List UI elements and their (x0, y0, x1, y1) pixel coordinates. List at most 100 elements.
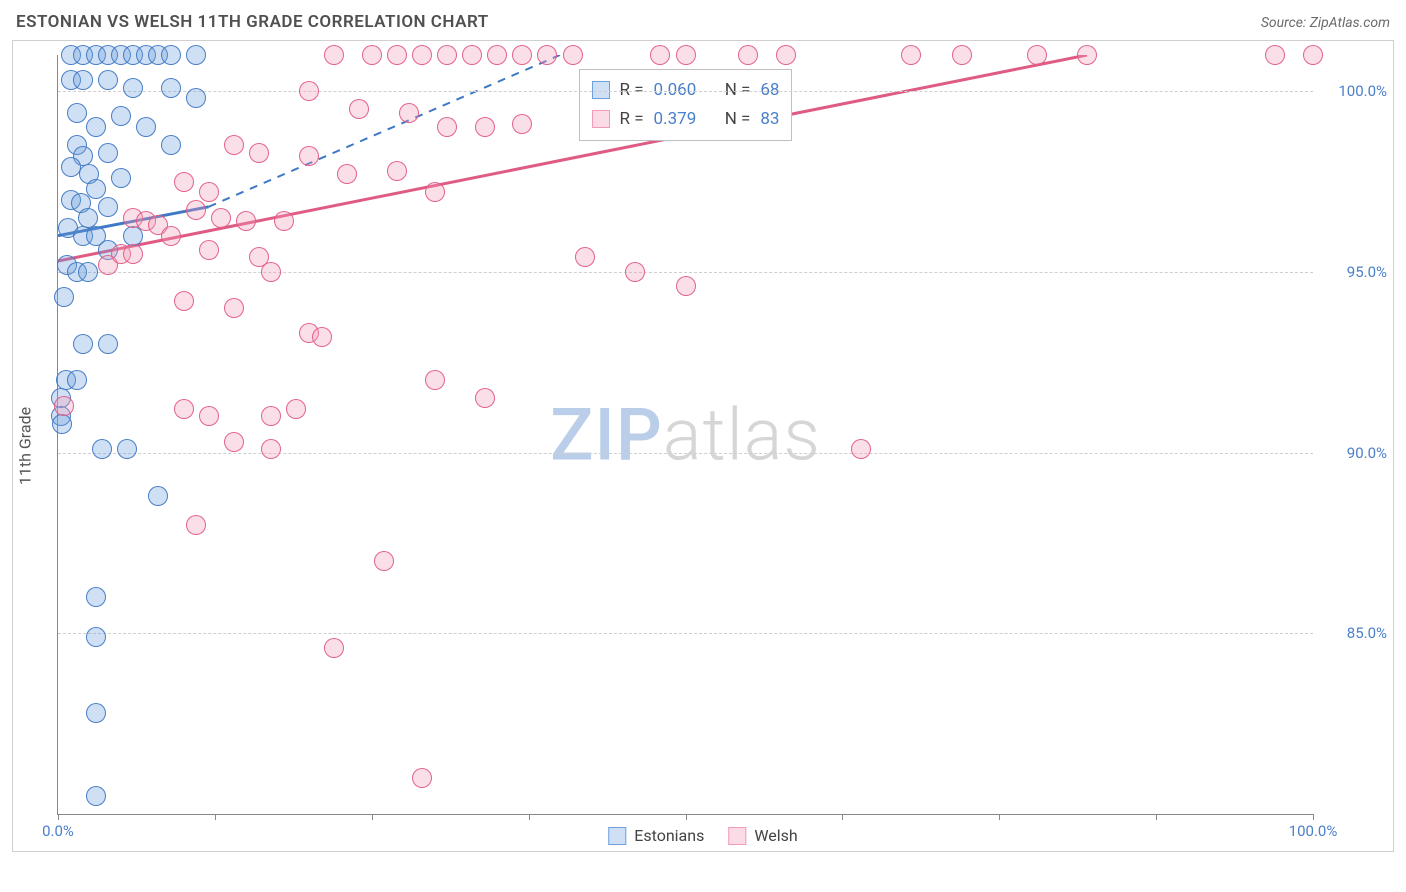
data-point-estonians (98, 197, 118, 217)
data-point-estonians (161, 45, 181, 65)
stats-row: R = 0.379 N = 83 (592, 105, 780, 134)
x-tick (58, 814, 59, 820)
data-point-welsh (412, 45, 432, 65)
data-point-estonians (136, 117, 156, 137)
data-point-estonians (186, 45, 206, 65)
data-point-welsh (462, 45, 482, 65)
data-point-welsh (676, 45, 696, 65)
data-point-welsh (199, 406, 219, 426)
data-point-welsh (199, 182, 219, 202)
data-point-estonians (73, 334, 93, 354)
legend-swatch (592, 110, 610, 128)
data-point-estonians (86, 627, 106, 647)
data-point-welsh (261, 262, 281, 282)
x-tick (1313, 814, 1314, 820)
legend-label: Welsh (754, 826, 797, 845)
data-point-welsh (650, 45, 670, 65)
data-point-estonians (86, 587, 106, 607)
x-tick-label: 100.0% (1289, 822, 1338, 840)
data-point-welsh (224, 432, 244, 452)
stat-r-value: 0.379 (654, 105, 697, 134)
stat-n-value: 83 (760, 105, 779, 134)
x-tick (1156, 814, 1157, 820)
data-point-welsh (174, 291, 194, 311)
data-point-welsh (901, 45, 921, 65)
data-point-welsh (851, 439, 871, 459)
data-point-welsh (412, 768, 432, 788)
data-point-estonians (186, 88, 206, 108)
data-point-estonians (86, 179, 106, 199)
x-tick (686, 814, 687, 820)
source-label: Source: ZipAtlas.com (1261, 15, 1390, 31)
data-point-welsh (425, 370, 445, 390)
grid-line (58, 633, 1313, 634)
plot-area: ZIPatlas R =0.060 N =68R =0.379 N =83 0.… (57, 55, 1313, 815)
data-point-estonians (161, 135, 181, 155)
data-point-welsh (261, 439, 281, 459)
data-point-welsh (575, 247, 595, 267)
data-point-welsh (387, 161, 407, 181)
data-point-welsh (537, 45, 557, 65)
watermark: ZIPatlas (550, 392, 821, 477)
data-point-welsh (299, 146, 319, 166)
watermark-atlas: atlas (663, 392, 821, 477)
data-point-estonians (78, 208, 98, 228)
y-tick-label: 95.0% (1347, 263, 1387, 281)
data-point-welsh (738, 45, 758, 65)
stat-r-label: R = (620, 105, 644, 134)
chart-header: ESTONIAN VS WELSH 11TH GRADE CORRELATION… (12, 12, 1394, 32)
data-point-welsh (174, 172, 194, 192)
data-point-welsh (475, 388, 495, 408)
data-point-welsh (161, 226, 181, 246)
y-tick-label: 85.0% (1347, 624, 1387, 642)
data-point-welsh (625, 262, 645, 282)
x-tick (842, 814, 843, 820)
data-point-welsh (299, 81, 319, 101)
data-point-welsh (349, 99, 369, 119)
data-point-estonians (111, 168, 131, 188)
data-point-welsh (286, 399, 306, 419)
grid-line (58, 91, 1313, 92)
data-point-welsh (1077, 45, 1097, 65)
legend-swatch (608, 827, 626, 845)
data-point-estonians (148, 486, 168, 506)
data-point-welsh (362, 45, 382, 65)
data-point-welsh (186, 515, 206, 535)
data-point-estonians (78, 262, 98, 282)
data-point-welsh (952, 45, 972, 65)
stat-n-label: N = (725, 105, 751, 134)
data-point-welsh (1027, 45, 1047, 65)
data-point-estonians (123, 78, 143, 98)
data-point-estonians (67, 370, 87, 390)
data-point-estonians (86, 117, 106, 137)
data-point-estonians (117, 439, 137, 459)
data-point-welsh (224, 135, 244, 155)
data-point-welsh (236, 211, 256, 231)
bottom-legend: Estonians Welsh (608, 826, 797, 845)
data-point-welsh (399, 103, 419, 123)
data-point-estonians (92, 439, 112, 459)
legend-label: Estonians (634, 826, 704, 845)
data-point-welsh (199, 240, 219, 260)
data-point-welsh (186, 200, 206, 220)
data-point-welsh (123, 244, 143, 264)
data-point-welsh (174, 399, 194, 419)
data-point-welsh (676, 276, 696, 296)
data-point-welsh (512, 45, 532, 65)
data-point-estonians (61, 157, 81, 177)
data-point-welsh (437, 117, 457, 137)
data-point-welsh (54, 396, 74, 416)
data-point-welsh (324, 638, 344, 658)
data-point-welsh (324, 45, 344, 65)
chart-title: ESTONIAN VS WELSH 11TH GRADE CORRELATION… (16, 12, 489, 32)
data-point-welsh (776, 45, 796, 65)
chart-container: 11th Grade ZIPatlas R =0.060 N =68R =0.3… (12, 40, 1394, 852)
y-axis-label: 11th Grade (15, 407, 34, 485)
data-point-welsh (387, 45, 407, 65)
data-point-estonians (86, 703, 106, 723)
x-tick-label: 0.0% (42, 822, 74, 840)
data-point-welsh (224, 298, 244, 318)
data-point-estonians (161, 78, 181, 98)
data-point-welsh (563, 45, 583, 65)
y-tick-label: 90.0% (1347, 444, 1387, 462)
